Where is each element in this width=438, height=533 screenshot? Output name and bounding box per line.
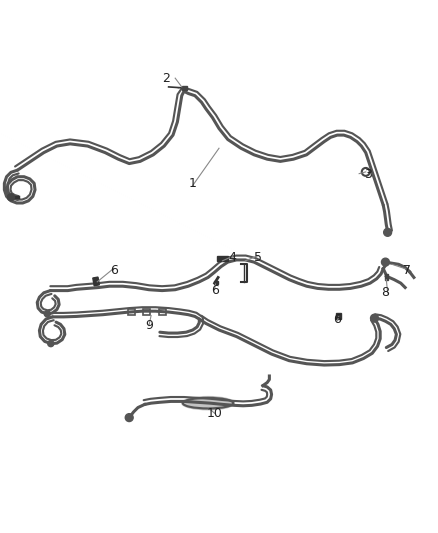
Bar <box>93 277 99 286</box>
Circle shape <box>48 341 54 346</box>
Circle shape <box>384 229 392 236</box>
Bar <box>159 309 166 314</box>
Circle shape <box>125 414 133 422</box>
Bar <box>336 313 341 319</box>
Text: 6: 6 <box>333 312 341 326</box>
Circle shape <box>7 194 14 201</box>
Text: 3: 3 <box>364 168 372 181</box>
Bar <box>128 309 135 314</box>
Text: 4: 4 <box>228 251 236 264</box>
Text: 8: 8 <box>381 286 389 300</box>
Bar <box>217 256 228 261</box>
Text: 10: 10 <box>207 407 223 419</box>
Ellipse shape <box>182 397 234 410</box>
Text: 6: 6 <box>110 264 118 277</box>
Circle shape <box>44 311 50 317</box>
Bar <box>182 86 187 90</box>
Circle shape <box>371 314 378 322</box>
Text: 1: 1 <box>189 177 197 190</box>
Bar <box>214 280 218 284</box>
Circle shape <box>381 258 389 266</box>
Text: 9: 9 <box>145 319 153 332</box>
Text: 7: 7 <box>403 264 411 277</box>
Text: 2: 2 <box>162 71 170 85</box>
Text: 5: 5 <box>254 251 262 264</box>
Text: 6: 6 <box>211 284 219 297</box>
Bar <box>385 274 388 280</box>
Bar <box>143 309 150 314</box>
